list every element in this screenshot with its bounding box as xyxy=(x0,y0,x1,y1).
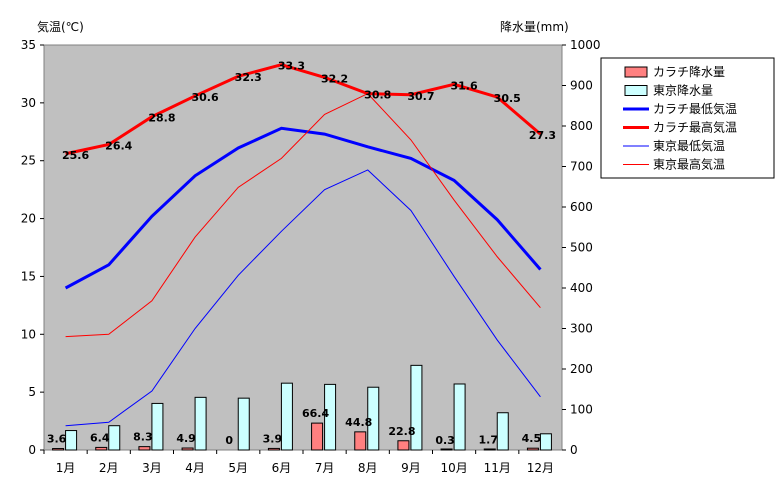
legend-label: 東京降水量 xyxy=(653,84,713,98)
data-label-karachi-precip: 3.6 xyxy=(47,433,67,446)
x-tick-label: 9月 xyxy=(401,461,421,475)
legend-label: カラチ最高気温 xyxy=(653,120,737,135)
data-label-karachi-precip: 4.9 xyxy=(176,432,196,445)
data-label-karachi-precip: 8.3 xyxy=(133,431,153,444)
bar-karachi-precip xyxy=(526,447,539,451)
data-label-karachi-max: 27.3 xyxy=(529,129,556,142)
data-label-karachi-max: 25.6 xyxy=(62,149,89,162)
legend-label: 東京最低気温 xyxy=(653,138,725,153)
legend-swatch xyxy=(624,66,648,78)
y-tick-left-label: 5 xyxy=(28,385,36,399)
data-label-karachi-max: 33.3 xyxy=(278,60,305,73)
y-tick-left-label: 15 xyxy=(21,269,36,283)
y-tick-right-label: 600 xyxy=(570,200,593,214)
y-tick-right-label: 500 xyxy=(570,241,593,255)
bar-tokyo-precip xyxy=(108,425,121,451)
data-label-karachi-precip: 22.8 xyxy=(388,425,415,438)
data-label-karachi-precip: 0.3 xyxy=(435,434,455,447)
y-tick-left-label: 10 xyxy=(21,327,36,341)
legend-label: 東京最高気温 xyxy=(653,157,725,172)
data-label-karachi-max: 32.2 xyxy=(321,72,348,85)
bar-tokyo-precip xyxy=(453,383,466,451)
x-tick-label: 2月 xyxy=(99,461,119,475)
x-tick-label: 8月 xyxy=(358,461,378,475)
data-label-karachi-max: 30.6 xyxy=(192,91,219,104)
bar-karachi-precip xyxy=(52,448,65,451)
y-tick-left-label: 0 xyxy=(28,443,36,457)
plot-area xyxy=(43,44,563,451)
y-tick-left-label: 20 xyxy=(21,212,36,226)
bar-karachi-precip xyxy=(440,448,453,451)
y-tick-right-label: 300 xyxy=(570,322,593,336)
x-tick-label: 1月 xyxy=(56,461,76,475)
line-tokyo-max xyxy=(65,92,541,338)
y-tick-right-label: 0 xyxy=(570,443,578,457)
bar-karachi-precip xyxy=(397,440,410,451)
x-tick-label: 4月 xyxy=(185,461,205,475)
y-tick-right-label: 100 xyxy=(570,403,593,417)
bar-tokyo-precip xyxy=(194,396,207,451)
bar-tokyo-precip xyxy=(65,430,78,451)
y-tick-left-label: 25 xyxy=(21,154,36,168)
bar-tokyo-precip xyxy=(280,382,293,451)
bar-karachi-precip xyxy=(95,446,108,451)
line-karachi-max xyxy=(65,63,542,156)
y-tick-right-label: 1000 xyxy=(570,38,601,52)
legend-box xyxy=(600,57,775,179)
bar-tokyo-precip xyxy=(539,433,552,451)
bar-tokyo-precip xyxy=(496,412,509,451)
legend-label: カラチ最低気温 xyxy=(653,101,737,116)
x-tick-label: 5月 xyxy=(228,461,248,475)
bar-karachi-precip xyxy=(138,446,151,451)
bar-karachi-precip xyxy=(354,431,367,451)
data-label-karachi-max: 26.4 xyxy=(105,140,132,153)
y-tick-right-label: 400 xyxy=(570,281,593,295)
bar-tokyo-precip xyxy=(324,383,337,451)
x-tick-label: 7月 xyxy=(315,461,335,475)
data-label-karachi-max: 31.6 xyxy=(451,79,478,92)
legend-label: カラチ降水量 xyxy=(653,65,725,79)
x-tick-label: 11月 xyxy=(484,461,511,475)
data-label-karachi-max: 32.3 xyxy=(235,71,262,84)
bar-tokyo-precip xyxy=(367,386,380,451)
bar-tokyo-precip xyxy=(410,364,423,451)
y-axis-left-title: 気温(℃) xyxy=(37,19,84,34)
bar-tokyo-precip xyxy=(151,402,164,451)
data-label-karachi-precip: 1.7 xyxy=(479,433,499,446)
legend-swatch xyxy=(624,85,648,96)
data-label-karachi-precip: 4.5 xyxy=(522,432,542,445)
bar-karachi-precip xyxy=(181,447,194,451)
data-label-karachi-precip: 6.4 xyxy=(90,431,110,444)
x-tick-label: 12月 xyxy=(527,461,554,475)
x-tick-label: 10月 xyxy=(440,461,467,475)
y-tick-left-label: 30 xyxy=(21,96,36,110)
y-tick-right-label: 700 xyxy=(570,160,593,174)
bar-karachi-precip xyxy=(483,448,496,451)
line-karachi-min xyxy=(64,126,542,290)
data-label-karachi-precip: 0 xyxy=(225,434,233,447)
y-tick-right-label: 900 xyxy=(570,79,593,93)
data-label-karachi-max: 30.8 xyxy=(364,89,391,102)
y-tick-left-label: 35 xyxy=(21,38,36,52)
data-label-karachi-max: 28.8 xyxy=(148,112,175,125)
data-label-karachi-max: 30.5 xyxy=(494,92,521,105)
y-tick-right-label: 200 xyxy=(570,362,593,376)
data-label-karachi-precip: 66.4 xyxy=(302,407,329,420)
x-tick-label: 6月 xyxy=(272,461,292,475)
x-tick-label: 3月 xyxy=(142,461,162,475)
line-tokyo-min xyxy=(65,169,541,427)
y-axis-right-title: 降水量(mm) xyxy=(500,20,569,34)
data-label-karachi-max: 30.7 xyxy=(407,90,434,103)
bar-karachi-precip xyxy=(267,447,280,451)
bar-tokyo-precip xyxy=(237,397,250,451)
bar-karachi-precip xyxy=(311,422,324,451)
y-tick-right-label: 800 xyxy=(570,119,593,133)
data-label-karachi-precip: 44.8 xyxy=(345,416,372,429)
data-label-karachi-precip: 3.9 xyxy=(263,432,283,445)
